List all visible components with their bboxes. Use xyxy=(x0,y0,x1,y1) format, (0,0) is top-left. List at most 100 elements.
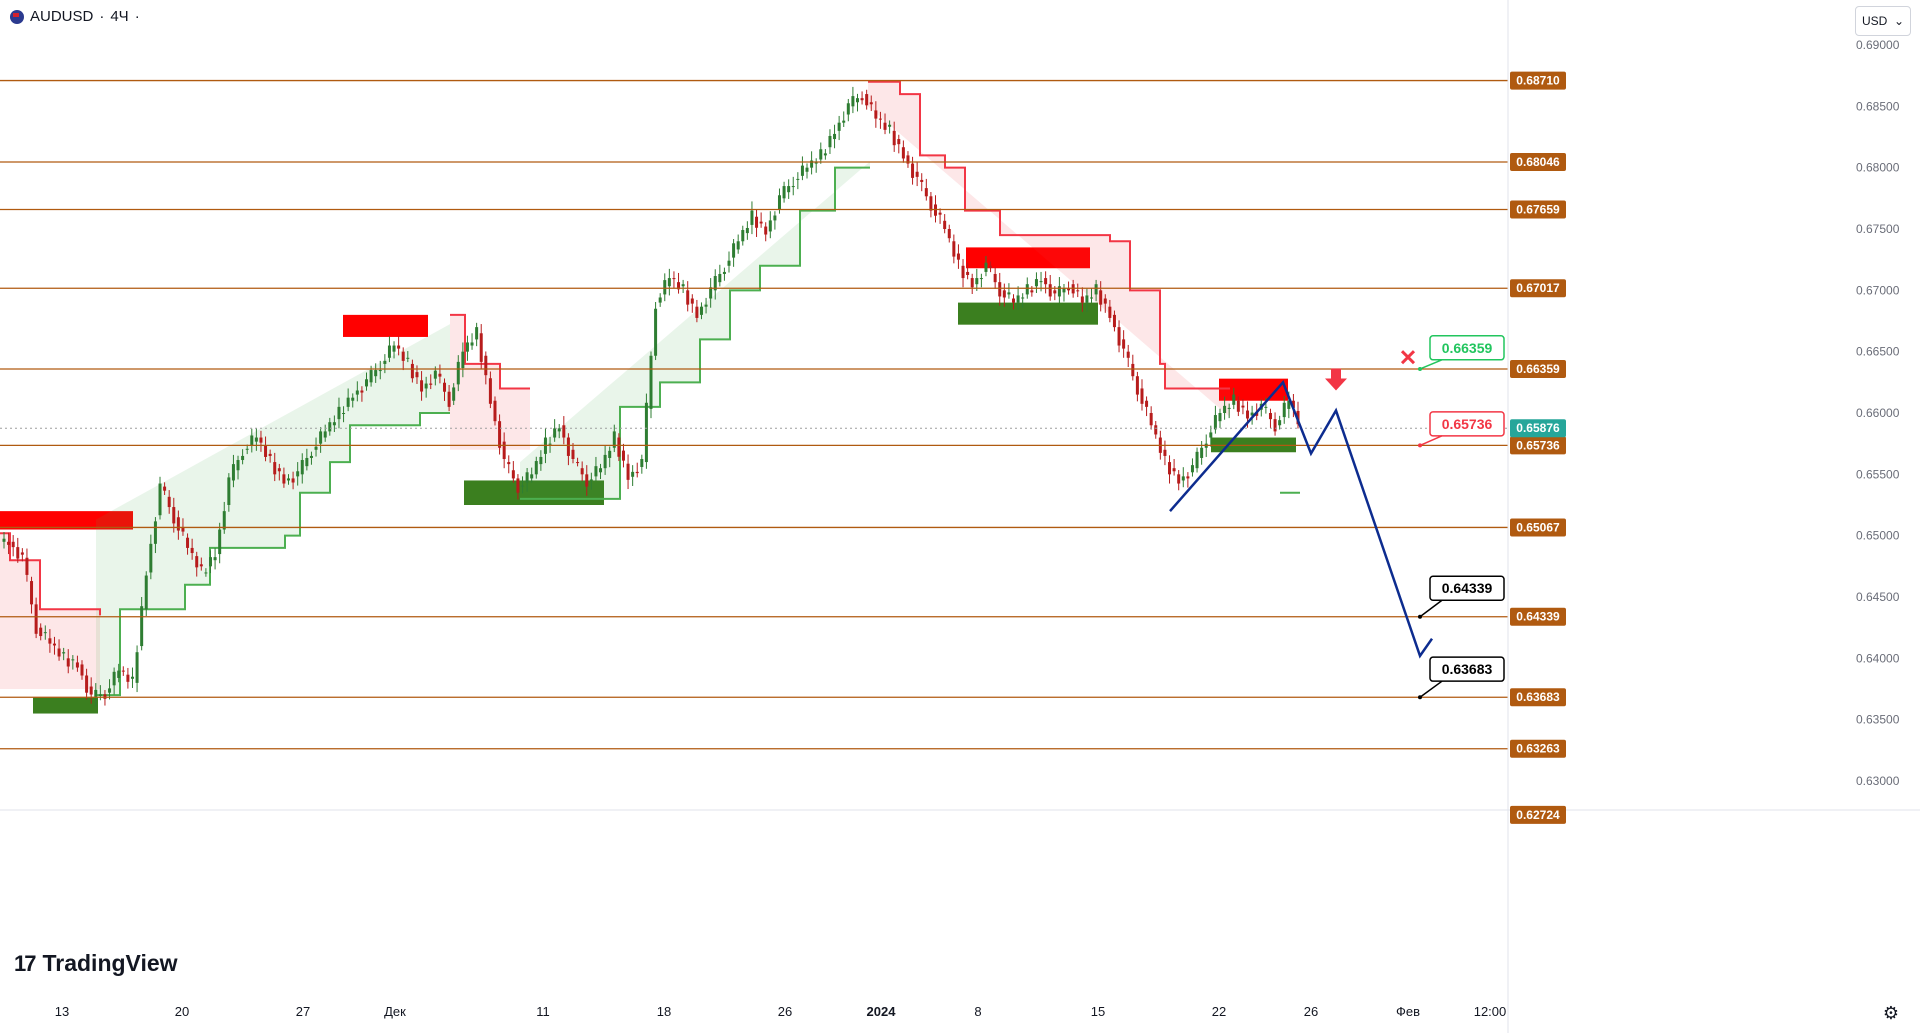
candle-body xyxy=(654,308,658,356)
candle-body xyxy=(507,462,511,465)
last-price-label: 0.65876 xyxy=(1516,421,1560,435)
candle-body xyxy=(690,298,694,304)
candle-body xyxy=(117,670,121,678)
price-tick-label: 0.68500 xyxy=(1856,99,1900,113)
candle-body xyxy=(1177,474,1181,484)
supply-zone xyxy=(966,247,1090,269)
candle-body xyxy=(764,226,768,235)
candle-body xyxy=(277,468,281,472)
candle-body xyxy=(1268,413,1272,420)
candle-body xyxy=(521,485,525,487)
candle-body xyxy=(149,543,153,573)
candle-body xyxy=(966,271,970,275)
price-tick-label: 0.63500 xyxy=(1856,713,1900,727)
price-tick-label: 0.65000 xyxy=(1856,529,1900,543)
candle-body xyxy=(672,278,676,280)
candle-body xyxy=(479,333,483,362)
candle-body xyxy=(938,212,942,215)
candle-body xyxy=(254,437,258,442)
candle-body xyxy=(796,178,800,180)
candle-body xyxy=(80,664,84,676)
candle-body xyxy=(1200,447,1204,458)
level-price-label: 0.65736 xyxy=(1516,438,1560,452)
candle-body xyxy=(970,278,974,288)
tradingview-logo-icon: 17 xyxy=(14,950,37,976)
candle-body xyxy=(695,306,699,318)
candle-body xyxy=(837,122,841,131)
candle-body xyxy=(1131,363,1135,377)
candle-body xyxy=(204,572,208,574)
candle-body xyxy=(1103,298,1107,304)
price-tick-label: 0.68000 xyxy=(1856,161,1900,175)
candle-body xyxy=(566,437,570,456)
symbol-header[interactable]: AUDUSD · 4Ч · xyxy=(10,8,140,25)
candle-body xyxy=(1030,290,1034,293)
candle-body xyxy=(39,627,43,637)
candle-body xyxy=(576,462,580,464)
candle-body xyxy=(296,471,300,477)
candle-body xyxy=(1067,288,1071,291)
candle-body xyxy=(1278,420,1282,426)
candle-body xyxy=(1053,290,1057,294)
candle-body xyxy=(268,453,272,456)
candle-body xyxy=(1122,339,1126,349)
candle-body xyxy=(599,468,603,473)
candle-body xyxy=(410,363,414,379)
candle-body xyxy=(860,98,864,101)
candle-body xyxy=(34,604,38,634)
level-price-tag xyxy=(1510,607,1566,626)
candle-body xyxy=(810,160,814,168)
candle-body xyxy=(75,662,79,668)
candle-body xyxy=(548,443,552,445)
candle-body xyxy=(1154,425,1158,435)
level-price-label: 0.67659 xyxy=(1516,202,1560,216)
candle-body xyxy=(869,102,873,105)
downtrend-stop-line xyxy=(0,532,101,616)
candle-body xyxy=(319,431,323,444)
forecast-path xyxy=(1169,379,1434,659)
candle-body xyxy=(305,457,309,467)
candle-body xyxy=(943,220,947,229)
price-callout-dot xyxy=(1418,695,1422,700)
currency-label: USD xyxy=(1862,14,1888,28)
level-price-tag xyxy=(1510,359,1566,378)
candle-body xyxy=(1012,298,1016,303)
time-tick-label: 15 xyxy=(1091,1004,1105,1019)
candle-body xyxy=(227,477,231,505)
candle-body xyxy=(245,448,249,450)
candle-body xyxy=(420,380,424,392)
candle-body xyxy=(621,450,625,461)
candle-body xyxy=(112,671,116,686)
candle-body xyxy=(369,370,373,383)
candle-body xyxy=(1190,465,1194,473)
time-tick-label: Фев xyxy=(1396,1004,1420,1019)
cancel-x-icon xyxy=(1400,350,1416,365)
currency-button[interactable]: USD ⌄ xyxy=(1855,6,1911,36)
candle-body xyxy=(1163,449,1167,456)
candle-body xyxy=(658,297,662,303)
candle-body xyxy=(291,478,295,483)
candle-body xyxy=(635,471,639,474)
candle-body xyxy=(1227,407,1231,409)
candle-body xyxy=(429,383,433,385)
candle-body xyxy=(805,167,809,172)
candle-body xyxy=(443,382,447,392)
candle-body xyxy=(699,306,703,315)
gear-icon[interactable]: ⚙ xyxy=(1882,1003,1900,1023)
candle-body xyxy=(502,441,506,459)
candle-body xyxy=(1135,376,1139,395)
price-callout-dot xyxy=(1418,366,1422,371)
candle-body xyxy=(911,163,915,178)
candle-body xyxy=(667,278,671,287)
candle-body xyxy=(406,357,410,359)
last-price-tag xyxy=(1510,419,1566,438)
candle-body xyxy=(1117,327,1121,346)
chevron-down-icon: ⌄ xyxy=(1893,14,1904,28)
candle-body xyxy=(172,507,176,524)
candle-body xyxy=(16,547,20,559)
downtrend-stop-line xyxy=(450,313,530,390)
candle-body xyxy=(745,227,749,234)
candle-body xyxy=(1021,297,1025,299)
candle-body xyxy=(713,276,717,291)
